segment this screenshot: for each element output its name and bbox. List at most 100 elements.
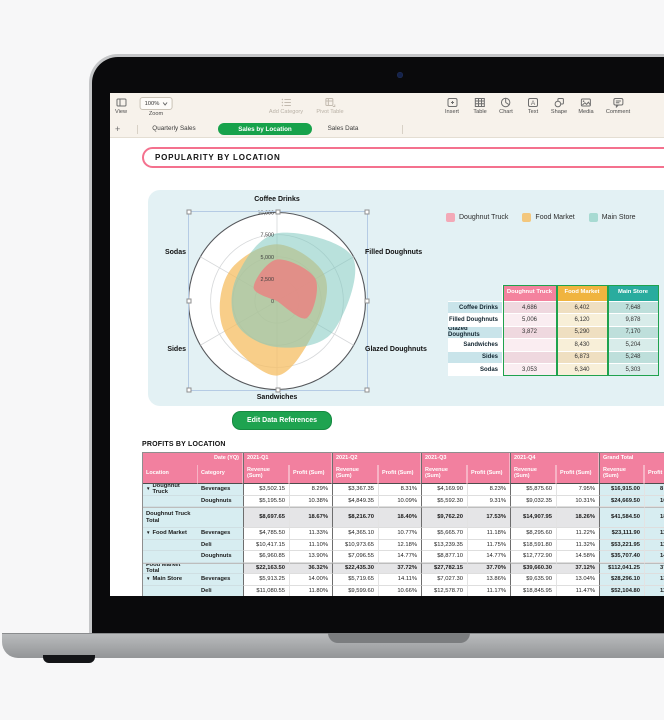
value-cell[interactable]: $4,365.10 bbox=[332, 528, 378, 540]
value-cell[interactable]: 18.26% bbox=[556, 507, 599, 528]
value-cell[interactable]: $5,913.25 bbox=[243, 574, 289, 586]
header-profit[interactable]: Profit (Sum) bbox=[467, 465, 510, 484]
location-cell[interactable] bbox=[143, 585, 198, 596]
location-cell[interactable] bbox=[143, 539, 198, 551]
value-cell[interactable]: $53,221.95 bbox=[599, 539, 644, 551]
location-cell[interactable]: ▼ Main Store bbox=[143, 574, 198, 586]
selection-handle[interactable] bbox=[364, 298, 370, 304]
selection-handle[interactable] bbox=[275, 387, 281, 393]
radar-chart[interactable]: 10,000 7,500 5,000 2,500 0 bbox=[170, 203, 384, 399]
value-cell[interactable]: 6,873 bbox=[557, 351, 608, 364]
pivot-table-button[interactable]: Pivot Table bbox=[316, 97, 344, 115]
header-profit[interactable]: Profit (Sum) bbox=[289, 465, 332, 484]
value-cell[interactable]: $10,417.15 bbox=[243, 539, 289, 551]
value-cell[interactable]: $22,435.30 bbox=[332, 562, 378, 574]
value-cell[interactable]: 14 bbox=[644, 551, 664, 563]
comment-button[interactable]: Comment bbox=[606, 97, 630, 115]
value-cell[interactable]: $18,845.95 bbox=[510, 585, 556, 596]
location-cell[interactable]: Doughnut Truck Total bbox=[143, 507, 198, 528]
tab-quarterly-sales[interactable]: Quarterly Sales bbox=[152, 125, 196, 132]
value-cell[interactable]: 11.10% bbox=[289, 539, 332, 551]
insert-button[interactable]: Insert bbox=[445, 97, 459, 115]
table-button[interactable]: Table bbox=[473, 97, 487, 115]
value-cell[interactable]: 3,872 bbox=[503, 326, 557, 340]
value-cell[interactable]: 11 bbox=[644, 585, 664, 596]
value-cell[interactable]: 8.29% bbox=[289, 484, 332, 496]
location-cell[interactable]: ▼ Doughnut Truck bbox=[143, 484, 198, 496]
header-group[interactable]: 2021-Q1 bbox=[243, 453, 332, 465]
value-cell[interactable]: $27,782.15 bbox=[421, 562, 467, 574]
row-label[interactable]: Filled Doughnuts bbox=[448, 314, 503, 327]
row-label[interactable]: Coffee Drinks bbox=[448, 302, 503, 315]
column-header[interactable]: Food Market bbox=[557, 285, 608, 302]
value-cell[interactable]: $10,973.65 bbox=[332, 539, 378, 551]
value-cell[interactable]: $9,635.90 bbox=[510, 574, 556, 586]
value-cell[interactable]: 3,053 bbox=[503, 363, 557, 377]
zoom-value-box[interactable]: 100% bbox=[139, 97, 173, 110]
value-cell[interactable]: 9,878 bbox=[608, 314, 659, 327]
media-button[interactable]: Media bbox=[578, 97, 594, 115]
value-cell[interactable]: $24,669.50 bbox=[599, 495, 644, 507]
value-cell[interactable]: 11.18% bbox=[467, 528, 510, 540]
value-cell[interactable]: 11.47% bbox=[556, 585, 599, 596]
edit-data-references-button[interactable]: Edit Data References bbox=[232, 411, 332, 430]
value-cell[interactable]: $35,707.40 bbox=[599, 551, 644, 563]
value-cell[interactable]: 18.40% bbox=[378, 507, 421, 528]
value-cell[interactable]: 13 bbox=[644, 574, 664, 586]
value-cell[interactable]: 10.38% bbox=[289, 495, 332, 507]
value-cell[interactable]: $28,296.10 bbox=[599, 574, 644, 586]
column-header[interactable]: Main Store bbox=[608, 285, 659, 302]
selection-handle[interactable] bbox=[364, 387, 370, 393]
value-cell[interactable]: $11,080.55 bbox=[243, 585, 289, 596]
value-cell[interactable]: 10.77% bbox=[378, 528, 421, 540]
value-cell[interactable]: $5,195.50 bbox=[243, 495, 289, 507]
category-cell[interactable]: Deli bbox=[198, 585, 243, 596]
value-cell[interactable]: 7,170 bbox=[608, 326, 659, 340]
value-cell[interactable] bbox=[503, 351, 557, 364]
value-cell[interactable]: $9,599.60 bbox=[332, 585, 378, 596]
header-location[interactable]: Location bbox=[143, 465, 198, 484]
value-cell[interactable]: $4,785.50 bbox=[243, 528, 289, 540]
value-cell[interactable]: 14.77% bbox=[378, 551, 421, 563]
value-cell[interactable]: 8 bbox=[644, 484, 664, 496]
location-cell[interactable]: ▼ Food Market bbox=[143, 528, 198, 540]
value-cell[interactable]: 10.66% bbox=[378, 585, 421, 596]
value-cell[interactable]: 14.00% bbox=[289, 574, 332, 586]
value-cell[interactable]: 10.09% bbox=[378, 495, 421, 507]
value-cell[interactable]: 6,402 bbox=[557, 302, 608, 315]
value-cell[interactable]: $41,584.50 bbox=[599, 507, 644, 528]
header-profit[interactable]: Profit (Sum) bbox=[556, 465, 599, 484]
chart-button[interactable]: Chart bbox=[499, 97, 513, 115]
value-cell[interactable]: 7.95% bbox=[556, 484, 599, 496]
value-cell[interactable]: 13.04% bbox=[556, 574, 599, 586]
value-cell[interactable]: 37.72% bbox=[378, 562, 421, 574]
value-cell[interactable]: $8,877.10 bbox=[421, 551, 467, 563]
value-cell[interactable]: 5,290 bbox=[557, 326, 608, 340]
value-cell[interactable]: $8,295.60 bbox=[510, 528, 556, 540]
header-date-yq[interactable]: Date (YQ) bbox=[143, 453, 243, 465]
value-cell[interactable]: $12,578.70 bbox=[421, 585, 467, 596]
row-label[interactable]: Glazed Doughnuts bbox=[448, 326, 503, 340]
selection-handle[interactable] bbox=[186, 298, 192, 304]
value-cell[interactable]: $8,216.70 bbox=[332, 507, 378, 528]
value-cell[interactable]: $5,665.70 bbox=[421, 528, 467, 540]
value-cell[interactable]: 6,340 bbox=[557, 363, 608, 377]
value-cell[interactable]: 37.70% bbox=[467, 562, 510, 574]
tab-sales-data[interactable]: Sales Data bbox=[327, 125, 359, 132]
tab-sales-by-location[interactable]: Sales by Location bbox=[218, 123, 312, 135]
value-cell[interactable]: $16,915.00 bbox=[599, 484, 644, 496]
category-cell[interactable]: Doughnuts bbox=[198, 495, 243, 507]
category-cell[interactable]: Beverages bbox=[198, 574, 243, 586]
disclosure-triangle-icon[interactable]: ▼ bbox=[146, 485, 151, 491]
value-cell[interactable]: 14.58% bbox=[556, 551, 599, 563]
value-cell[interactable]: 11.75% bbox=[467, 539, 510, 551]
value-cell[interactable]: $9,032.35 bbox=[510, 495, 556, 507]
value-cell[interactable]: $14,907.95 bbox=[510, 507, 556, 528]
value-cell[interactable]: 11 bbox=[644, 528, 664, 540]
row-label[interactable]: Sides bbox=[448, 351, 503, 364]
value-cell[interactable]: $6,960.85 bbox=[243, 551, 289, 563]
value-cell[interactable]: 8.31% bbox=[378, 484, 421, 496]
header-revenue[interactable]: Revenue (Sum) bbox=[510, 465, 556, 484]
value-cell[interactable]: $5,719.65 bbox=[332, 574, 378, 586]
value-cell[interactable]: 11 bbox=[644, 539, 664, 551]
